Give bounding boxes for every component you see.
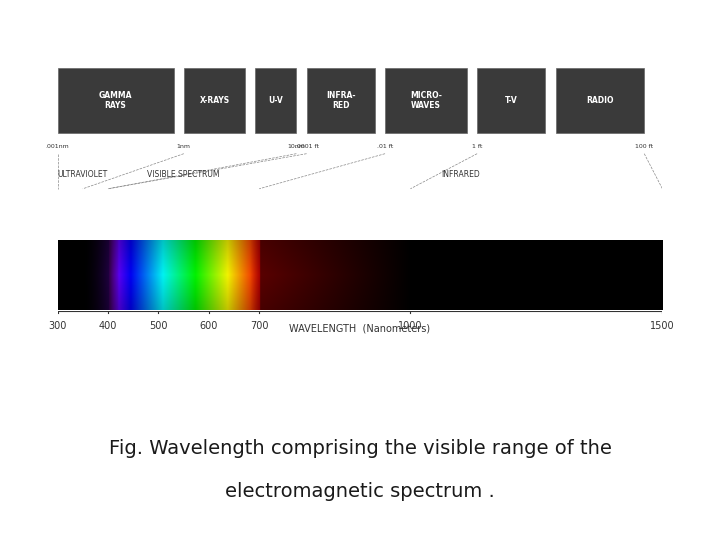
FancyBboxPatch shape — [385, 68, 467, 133]
Text: T-V: T-V — [505, 96, 518, 105]
Text: GAMMA
RAYS: GAMMA RAYS — [99, 91, 132, 110]
FancyBboxPatch shape — [58, 68, 174, 133]
FancyBboxPatch shape — [556, 68, 644, 133]
Text: INFRA-
RED: INFRA- RED — [326, 91, 356, 110]
FancyBboxPatch shape — [256, 68, 297, 133]
Text: 10nm: 10nm — [287, 144, 305, 149]
Text: 1500: 1500 — [650, 321, 675, 332]
Text: .0001 ft: .0001 ft — [294, 144, 318, 149]
Text: .01 ft: .01 ft — [377, 144, 393, 149]
Text: 100 ft: 100 ft — [635, 144, 653, 149]
Text: U-V: U-V — [269, 96, 283, 105]
FancyBboxPatch shape — [477, 68, 545, 133]
Text: VISIBLE SPECTRUM: VISIBLE SPECTRUM — [148, 170, 220, 179]
FancyBboxPatch shape — [184, 68, 246, 133]
Text: 300: 300 — [48, 321, 67, 332]
Text: 700: 700 — [250, 321, 269, 332]
Text: .001nm: .001nm — [46, 144, 69, 149]
Text: INFRARED: INFRARED — [441, 170, 480, 179]
Text: 1000: 1000 — [398, 321, 423, 332]
Text: ULTRAVIOLET: ULTRAVIOLET — [58, 170, 108, 179]
Text: WAVELENGTH  (Nanometers): WAVELENGTH (Nanometers) — [289, 323, 431, 334]
Text: 600: 600 — [199, 321, 218, 332]
Text: 1 ft: 1 ft — [472, 144, 482, 149]
Text: X-RAYS: X-RAYS — [199, 96, 230, 105]
Text: RADIO: RADIO — [586, 96, 613, 105]
Text: 400: 400 — [99, 321, 117, 332]
Text: MICRO-
WAVES: MICRO- WAVES — [410, 91, 442, 110]
Text: Fig. Wavelength comprising the visible range of the: Fig. Wavelength comprising the visible r… — [109, 438, 611, 458]
Text: 500: 500 — [149, 321, 168, 332]
FancyBboxPatch shape — [307, 68, 375, 133]
Text: electromagnetic spectrum .: electromagnetic spectrum . — [225, 482, 495, 501]
Text: 1nm: 1nm — [177, 144, 191, 149]
